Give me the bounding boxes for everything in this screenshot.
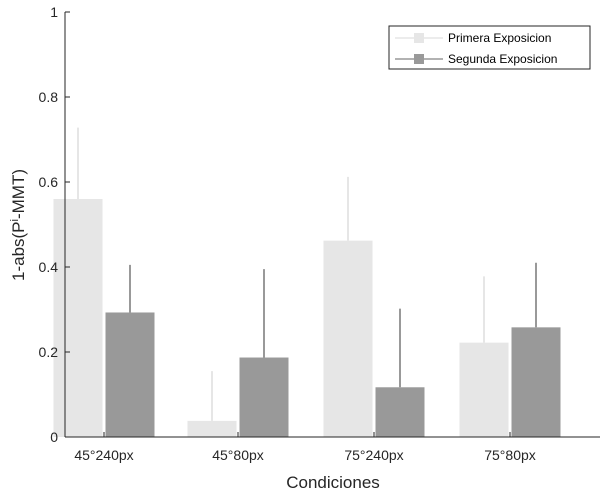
- y-tick-label: 0: [50, 429, 58, 445]
- x-tick-label: 75°240px: [344, 447, 403, 463]
- legend-swatch-segunda: [414, 54, 424, 64]
- legend-entry-segunda: Segunda Exposicion: [395, 52, 557, 66]
- y-axis-title-superscript: i: [9, 219, 21, 221]
- legend-label-primera: Primera Exposicion: [448, 31, 551, 45]
- x-tick-label: 45°80px: [212, 447, 264, 463]
- bar-primera-3: [459, 342, 509, 437]
- y-tick-label: 0.4: [39, 259, 59, 275]
- legend-label-segunda: Segunda Exposicion: [448, 52, 557, 66]
- y-axis-title: 1-abs(Pi-MMT): [9, 169, 28, 281]
- x-axis-title: Condiciones: [286, 473, 380, 492]
- bars-layer: [53, 199, 561, 437]
- bar-primera-0: [53, 199, 103, 437]
- bar-primera-1: [187, 420, 237, 437]
- y-tick-label: 0.2: [39, 344, 59, 360]
- bar-segunda-2: [375, 387, 425, 437]
- bar-segunda-1: [239, 357, 289, 437]
- x-ticks: 45°240px 45°80px 75°240px 75°80px: [74, 432, 536, 463]
- error-bars-layer: [77, 127, 537, 421]
- y-ticks: 0 0.2 0.4 0.6 0.8 1: [39, 4, 70, 445]
- y-tick-label: 0.8: [39, 89, 59, 105]
- bar-primera-2: [323, 240, 373, 437]
- x-tick-label: 75°80px: [484, 447, 536, 463]
- bar-segunda-3: [511, 327, 561, 437]
- legend-swatch-primera: [414, 33, 424, 43]
- legend-entry-primera: Primera Exposicion: [395, 31, 551, 45]
- x-tick-label: 45°240px: [74, 447, 133, 463]
- y-axis-title-suffix: -MMT): [9, 169, 28, 219]
- y-tick-label: 1: [50, 4, 58, 20]
- y-tick-label: 0.6: [39, 174, 59, 190]
- y-axis-title-main: 1-abs(P: [9, 221, 28, 281]
- bar-segunda-0: [105, 312, 155, 437]
- legend: Primera Exposicion Segunda Exposicion: [388, 25, 591, 70]
